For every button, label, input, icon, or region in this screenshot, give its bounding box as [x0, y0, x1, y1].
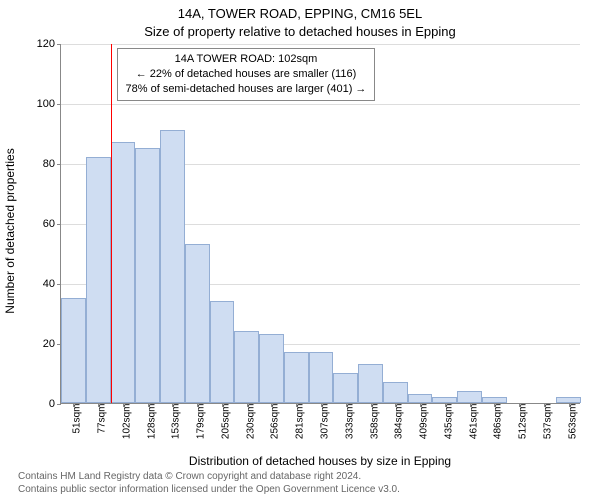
- xtick-label: 256sqm: [270, 404, 281, 440]
- xtick-label: 205sqm: [220, 404, 231, 440]
- footer-attribution: Contains HM Land Registry data © Crown c…: [18, 471, 400, 496]
- ytick-label: 0: [25, 398, 55, 410]
- xtick-label: 384sqm: [394, 404, 405, 440]
- histogram-bar: [408, 394, 433, 403]
- histogram-bar: [160, 130, 185, 403]
- annotation-line: 14A TOWER ROAD: 102sqm: [126, 52, 367, 67]
- histogram-bar: [135, 148, 160, 403]
- xtick-label: 77sqm: [97, 404, 108, 434]
- histogram-bar: [457, 391, 482, 403]
- histogram-bar: [185, 244, 210, 403]
- histogram-bar: [259, 334, 284, 403]
- chart-container: 14A, TOWER ROAD, EPPING, CM16 5EL Size o…: [0, 0, 600, 500]
- histogram-bar: [284, 352, 309, 403]
- ytick-mark: [57, 164, 61, 165]
- ytick-label: 20: [25, 338, 55, 350]
- xtick-label: 51sqm: [72, 404, 83, 434]
- ytick-label: 40: [25, 278, 55, 290]
- annotation-box: 14A TOWER ROAD: 102sqm← 22% of detached …: [117, 48, 376, 101]
- ytick-mark: [57, 224, 61, 225]
- chart-title: 14A, TOWER ROAD, EPPING, CM16 5EL: [0, 6, 600, 21]
- histogram-bar: [111, 142, 136, 403]
- marker-line: [111, 44, 112, 403]
- gridline: [61, 104, 580, 105]
- ytick-label: 80: [25, 158, 55, 170]
- y-axis-label: Number of detached properties: [3, 148, 17, 313]
- histogram-bar: [234, 331, 259, 403]
- ytick-mark: [57, 284, 61, 285]
- ytick-mark: [57, 104, 61, 105]
- footer-line-2: Contains public sector information licen…: [18, 484, 400, 497]
- ytick-mark: [57, 404, 61, 405]
- xtick-label: 435sqm: [443, 404, 454, 440]
- x-axis-label: Distribution of detached houses by size …: [60, 454, 580, 468]
- xtick-label: 102sqm: [121, 404, 132, 440]
- chart-subtitle: Size of property relative to detached ho…: [0, 24, 600, 39]
- xtick-label: 537sqm: [542, 404, 553, 440]
- xtick-label: 563sqm: [567, 404, 578, 440]
- ytick-mark: [57, 44, 61, 45]
- xtick-label: 409sqm: [419, 404, 430, 440]
- xtick-label: 179sqm: [196, 404, 207, 440]
- ytick-label: 120: [25, 38, 55, 50]
- histogram-bar: [333, 373, 358, 403]
- xtick-label: 128sqm: [146, 404, 157, 440]
- xtick-label: 307sqm: [320, 404, 331, 440]
- histogram-bar: [61, 298, 86, 403]
- xtick-label: 461sqm: [468, 404, 479, 440]
- plot-area: 02040608010012051sqm77sqm102sqm128sqm153…: [60, 44, 580, 404]
- gridline: [61, 44, 580, 45]
- xtick-label: 281sqm: [295, 404, 306, 440]
- xtick-label: 333sqm: [344, 404, 355, 440]
- xtick-label: 486sqm: [493, 404, 504, 440]
- xtick-label: 512sqm: [518, 404, 529, 440]
- annotation-line: 78% of semi-detached houses are larger (…: [126, 82, 367, 97]
- footer-line-1: Contains HM Land Registry data © Crown c…: [18, 471, 400, 484]
- annotation-line: ← 22% of detached houses are smaller (11…: [126, 67, 367, 82]
- histogram-bar: [383, 382, 408, 403]
- ytick-label: 100: [25, 98, 55, 110]
- histogram-bar: [358, 364, 383, 403]
- xtick-label: 230sqm: [245, 404, 256, 440]
- histogram-bar: [309, 352, 334, 403]
- xtick-label: 358sqm: [369, 404, 380, 440]
- histogram-bar: [210, 301, 235, 403]
- ytick-label: 60: [25, 218, 55, 230]
- histogram-bar: [86, 157, 111, 403]
- xtick-label: 153sqm: [171, 404, 182, 440]
